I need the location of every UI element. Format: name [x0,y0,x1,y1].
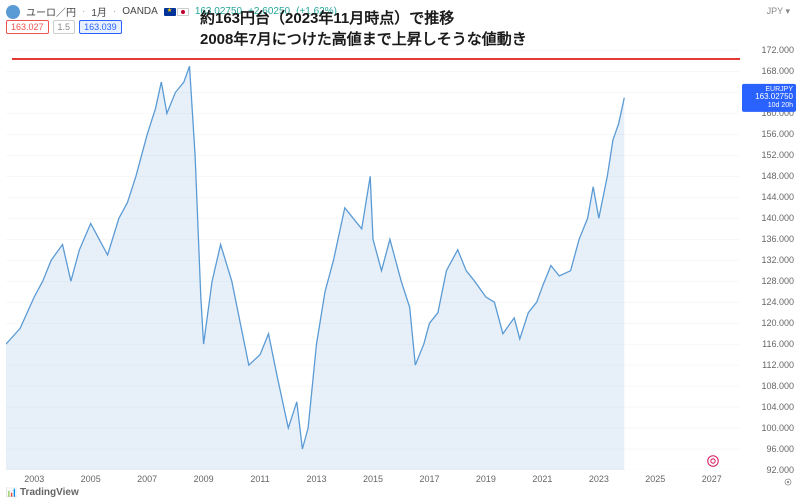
time-tick: 2021 [532,474,552,484]
symbol-name[interactable]: ユーロ／円 [26,4,76,19]
time-tick: 2019 [476,474,496,484]
price-tick: 92.000 [744,465,794,475]
price-tick: 100.000 [744,423,794,433]
time-tick: 2013 [307,474,327,484]
time-tick: 2011 [250,474,269,484]
price-tick: 172.000 [744,45,794,55]
flag-jp-icon [177,8,189,16]
time-tick: 2025 [645,474,665,484]
price-tick: 116.000 [744,339,794,349]
time-tick: 2007 [137,474,157,484]
price-tick: 96.000 [744,444,794,454]
badge-close[interactable]: 163.039 [79,20,122,34]
flag-eu-icon [164,8,176,16]
separator: · [82,6,85,17]
time-tick: 2005 [81,474,101,484]
price-axis[interactable]: 92.00096.000100.000104.000108.000112.000… [742,40,796,470]
time-tick: 2009 [194,474,214,484]
price-tick: 136.000 [744,234,794,244]
price-tick: 144.000 [744,192,794,202]
price-tick: 128.000 [744,276,794,286]
price-tick: 152.000 [744,150,794,160]
time-tick: 2027 [702,474,722,484]
badge-spread[interactable]: 1.5 [53,20,76,34]
target-icon[interactable] [706,454,720,468]
price-tick: 120.000 [744,318,794,328]
price-tick: 148.000 [744,171,794,181]
time-tick: 2023 [589,474,609,484]
time-tick: 2015 [363,474,383,484]
tradingview-logo[interactable]: 📊 TradingView [6,487,79,498]
provider: OANDA [122,6,158,17]
price-tick: 156.000 [744,129,794,139]
time-axis[interactable]: 2003 2005 2007 2009 2011 2013 2015 2017 2019 2021… [6,474,740,488]
flag-pair [164,8,189,16]
interval[interactable]: 1月 [91,4,107,19]
pair-icon [6,5,20,19]
price-tick: 104.000 [744,402,794,412]
price-tick: 112.000 [744,360,794,370]
separator: · [113,6,116,17]
gear-icon[interactable] [782,476,794,488]
price-tick: 124.000 [744,297,794,307]
price-tick: 140.000 [744,213,794,223]
current-price-badge[interactable]: EURJPY163.0275010d 20h [742,83,796,111]
annotation-line1: 約163円台（2023年11月時点）で推移 [200,8,650,29]
currency-label[interactable]: JPY ▾ [767,6,790,17]
badge-open[interactable]: 163.027 [6,20,49,34]
time-tick: 2017 [419,474,439,484]
price-tick: 168.000 [744,66,794,76]
price-chart[interactable] [6,40,740,470]
price-tick: 132.000 [744,255,794,265]
time-tick: 2003 [24,474,44,484]
price-tick: 108.000 [744,381,794,391]
chart-area[interactable] [6,40,740,470]
